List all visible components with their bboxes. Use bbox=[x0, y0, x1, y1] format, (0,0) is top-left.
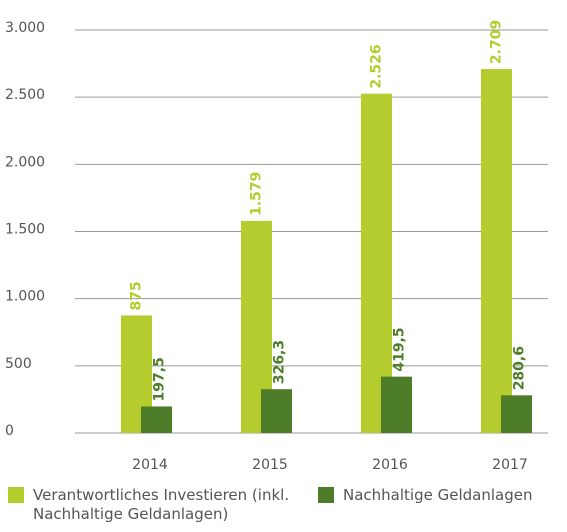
bar bbox=[361, 93, 392, 433]
y-tick-label: 1.500 bbox=[5, 222, 45, 238]
data-label: 1.579 bbox=[249, 172, 265, 216]
y-tick-label: 500 bbox=[5, 356, 32, 372]
y-tick-label: 1.000 bbox=[5, 289, 45, 305]
x-tick-label: 2016 bbox=[372, 457, 408, 473]
bar bbox=[141, 406, 172, 433]
y-tick-label: 2.500 bbox=[5, 87, 45, 103]
data-label: 280,6 bbox=[512, 346, 528, 390]
bar bbox=[501, 395, 532, 433]
bar bbox=[381, 376, 412, 433]
data-label: 2.709 bbox=[489, 20, 505, 64]
data-label: 875 bbox=[129, 281, 145, 310]
x-tick-label: 2017 bbox=[492, 457, 528, 473]
legend-label: Nachhaltige Geldanlagen bbox=[343, 486, 533, 504]
data-label: 326,3 bbox=[272, 340, 288, 384]
legend-label: Verantwortliches Investieren (inkl. Nach… bbox=[33, 486, 290, 523]
data-label: 419,5 bbox=[392, 327, 408, 371]
bar bbox=[261, 389, 292, 433]
data-label: 2.526 bbox=[369, 44, 385, 88]
y-tick-label: 3.000 bbox=[5, 20, 45, 36]
y-tick-label: 2.000 bbox=[5, 154, 45, 170]
data-label: 197,5 bbox=[152, 357, 168, 401]
x-tick-label: 2014 bbox=[132, 457, 168, 473]
legend-swatch bbox=[318, 487, 334, 503]
y-tick-label: 0 bbox=[5, 423, 14, 439]
legend-swatch bbox=[8, 487, 24, 503]
x-tick-label: 2015 bbox=[252, 457, 288, 473]
legend-item: Verantwortliches Investieren (inkl. Nach… bbox=[8, 486, 298, 524]
legend-item: Nachhaltige Geldanlagen bbox=[318, 486, 558, 505]
bar bbox=[481, 69, 512, 433]
chart: 0 500 1.000 1.500 2.000 2.500 3.000 2014 875 197,… bbox=[5, 20, 548, 473]
